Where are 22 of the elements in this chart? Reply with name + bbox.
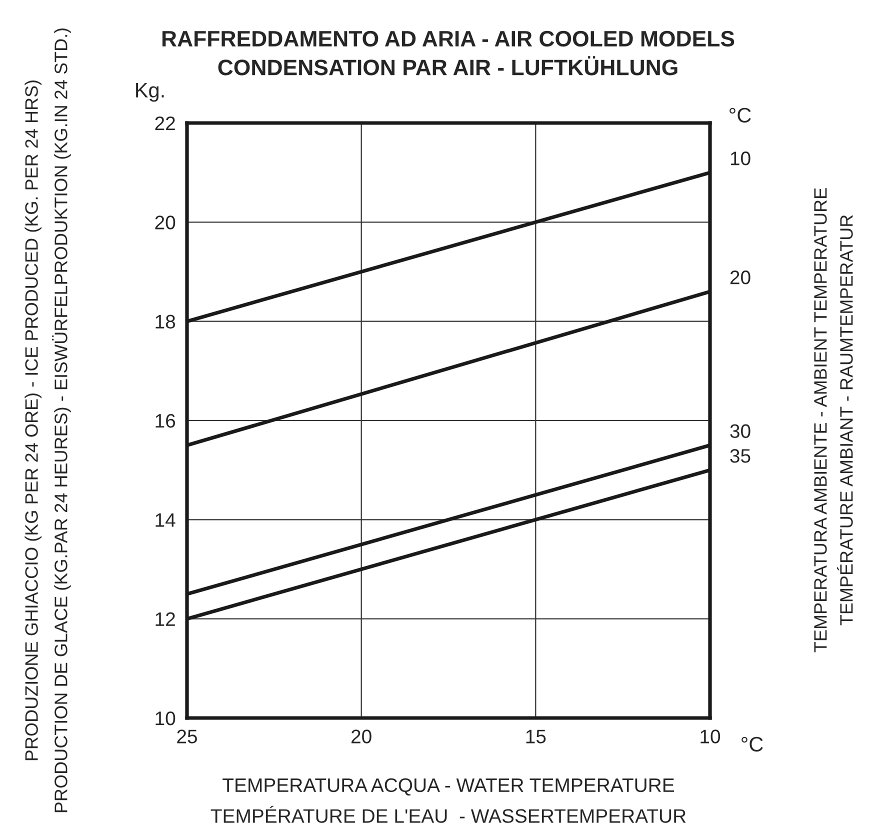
series-label: 35 [730, 449, 750, 463]
y-tick-label: 20 [155, 216, 176, 230]
series-label: 20 [730, 270, 750, 284]
y-tick-label: 22 [155, 116, 175, 130]
y-axis-title: PRODUZIONE GHIACCIO (KG PER 24 ORE) - ICE PRODUCED (KG. PER 24 HRS) PRODUCTION DE GLACE (KG.PAR 24 HEURES) - EISWÜRFELPRODUKTION (KG.IN 24 STD.) [24, 28, 71, 812]
x-tick-label: 15 [526, 730, 546, 744]
legend-title: °C [730, 108, 751, 123]
x-tick-label: 10 [700, 730, 720, 744]
series-label: 10 [730, 152, 750, 166]
y-tick-label: 14 [156, 513, 176, 527]
x-tick-label: 25 [177, 730, 197, 744]
y-tick-label: 10 [156, 711, 176, 726]
y-tick-label: 12 [156, 612, 175, 626]
x-tick-label: 20 [352, 730, 372, 744]
text: °C [742, 736, 763, 752]
series-label: 30 [730, 424, 750, 438]
y-tick-label: 16 [156, 414, 176, 428]
y-tick-label: 18 [156, 314, 176, 329]
text: TEMPERATURA AMBIENTE - AMBIENT TEMPERATURE TEMPÉRATURE AMBIANT - RAUMTEMPERATUR [814, 188, 853, 652]
text: Kg. [136, 83, 164, 102]
x-axis-title: TEMPERATURA ACQUA - WATER TEMPERATURE TEMPÉRATURE DE L'EAU - WASSERTEMPERATUR [210, 778, 686, 823]
chart-title: RAFFREDDAMENTO AD ARIA - AIR COOLED MODELS CONDENSATION PAR AIR - LUFTKÜHLUNG [162, 30, 734, 76]
